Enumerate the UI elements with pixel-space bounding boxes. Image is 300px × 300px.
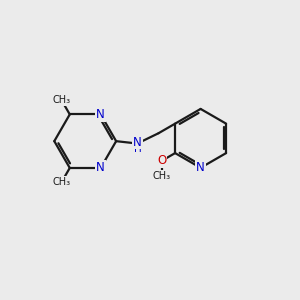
Text: H: H	[134, 144, 142, 154]
Text: N: N	[196, 161, 205, 174]
Text: CH₃: CH₃	[52, 177, 71, 187]
Text: O: O	[157, 154, 167, 167]
Text: N: N	[133, 136, 142, 148]
Text: N: N	[96, 161, 105, 174]
Text: N: N	[96, 108, 105, 121]
Text: CH₃: CH₃	[52, 95, 71, 105]
Text: CH₃: CH₃	[153, 171, 171, 181]
